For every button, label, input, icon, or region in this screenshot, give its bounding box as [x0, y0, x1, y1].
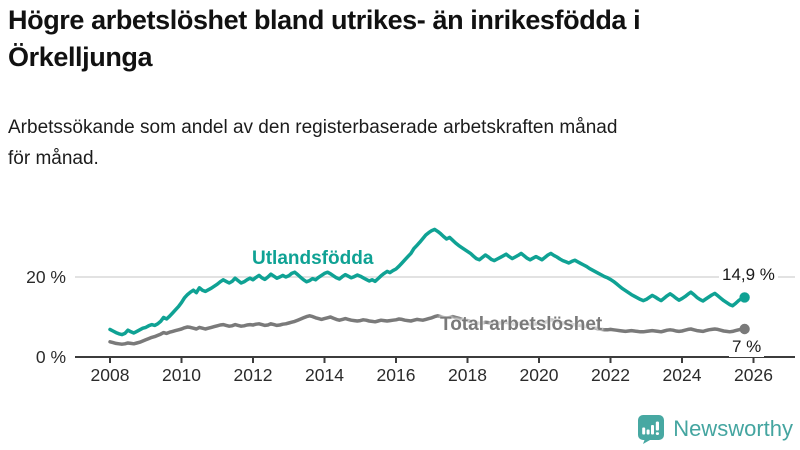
- x-tick-label-2020: 2020: [519, 365, 559, 385]
- x-tick-label-2024: 2024: [662, 365, 702, 385]
- newsworthy-logo[interactable]: Newsworthy: [636, 414, 793, 444]
- y-tick-label-20: 20 %: [26, 267, 66, 287]
- series-end-dot-0: [739, 292, 750, 303]
- x-tick-label-2008: 2008: [90, 365, 130, 385]
- series-end-dot-1: [739, 323, 750, 335]
- newsworthy-bubble-icon: [638, 415, 665, 444]
- x-tick-label-2016: 2016: [376, 365, 416, 385]
- chart-title: Högre arbetslöshet bland utrikes- än inr…: [8, 5, 641, 72]
- y-tick-label-0: 0 %: [35, 347, 66, 367]
- series-label-utlandsfodda: Utlandsfödda: [252, 248, 374, 269]
- x-tick-label-2018: 2018: [448, 365, 487, 385]
- series-line-1: [108, 314, 747, 346]
- end-value-label-total: 7 %: [729, 337, 765, 357]
- newsworthy-brand-text: Newsworthy: [673, 416, 793, 441]
- x-tick-label-2014: 2014: [305, 365, 344, 385]
- series-label-total-arbetsloshet: Total arbetslöshet: [440, 314, 603, 335]
- end-value-label-utlandsfodda: 14,9 %: [719, 265, 778, 285]
- x-tick-label-2022: 2022: [591, 365, 630, 385]
- x-tick-label-2010: 2010: [162, 365, 201, 385]
- x-tick-label-2026: 2026: [734, 365, 773, 385]
- x-tick-label-2012: 2012: [233, 365, 273, 385]
- series-line-0: [108, 227, 747, 337]
- chart-subtitle: Arbetssökande som andel av den registerb…: [8, 117, 618, 169]
